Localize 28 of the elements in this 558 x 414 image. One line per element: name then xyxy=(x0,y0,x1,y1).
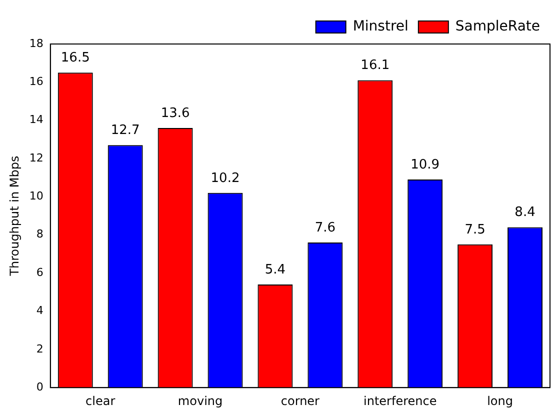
legend-label: SampleRate xyxy=(455,18,540,35)
y-tick-label: 18 xyxy=(29,36,44,50)
y-axis-title: Throughput in Mbps xyxy=(7,156,22,277)
data-label: 5.4 xyxy=(264,262,286,278)
data-label: 10.9 xyxy=(410,157,440,172)
y-tick-label: 10 xyxy=(29,190,44,203)
y-tick-label: 6 xyxy=(36,266,44,279)
y-tick-label: 0 xyxy=(36,380,44,394)
y-tick-label: 12 xyxy=(29,151,44,164)
x-tick-label: moving xyxy=(178,394,223,408)
y-tick-label: 2 xyxy=(36,342,44,356)
data-label: 8.4 xyxy=(514,205,536,220)
x-tick-label: clear xyxy=(86,394,116,408)
legend-label: Minstrel xyxy=(352,18,408,35)
data-label: 10.2 xyxy=(210,170,240,186)
y-tick-label: 16 xyxy=(29,75,44,88)
y-tick-label: 4 xyxy=(36,304,44,318)
x-tick-label: interference xyxy=(364,394,437,408)
x-tick-label: long xyxy=(487,394,513,408)
data-label: 7.5 xyxy=(464,222,486,238)
data-label: 7.6 xyxy=(314,220,336,236)
y-tick-label: 8 xyxy=(36,228,44,241)
data-label: 16.5 xyxy=(60,50,90,66)
x-tick-label: corner xyxy=(280,394,320,408)
y-tick-label: 14 xyxy=(29,113,44,126)
data-label: 13.6 xyxy=(160,106,190,121)
data-label: 12.7 xyxy=(110,123,140,138)
data-label: 16.1 xyxy=(360,58,390,74)
